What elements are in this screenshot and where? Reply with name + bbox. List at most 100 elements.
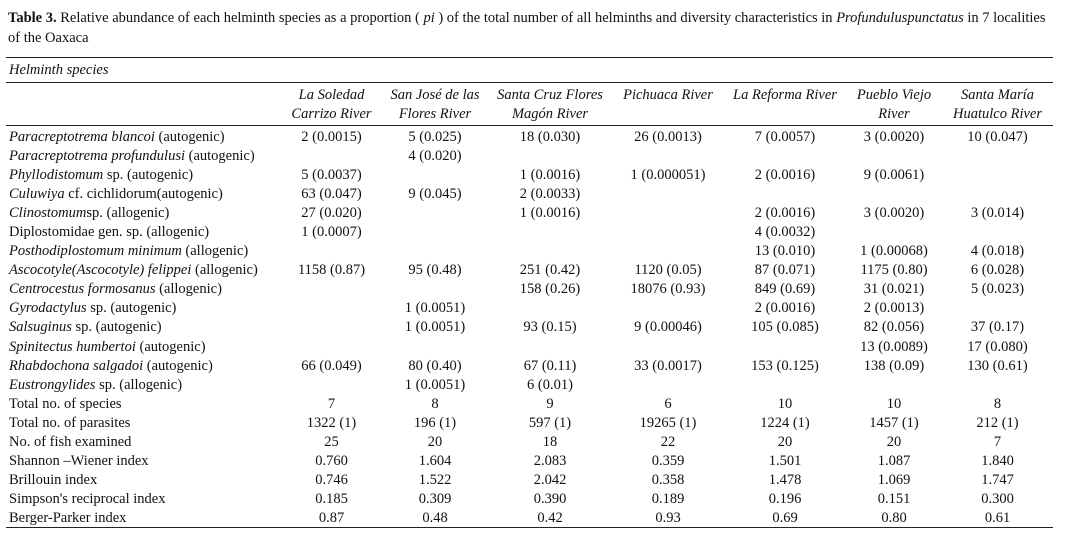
species-name: Ascocotyle(Ascocotyle) felippei [9,262,192,279]
value-cell: 1 (0.0016) [519,167,581,184]
value-cell: 22 [660,433,676,450]
value-cell: 93 (0.15) [523,319,577,336]
species-name: Phyllodistomum [9,167,104,184]
value-cell: 0.185 [315,490,348,507]
value-cell: 0.48 [422,509,448,526]
value-cell [382,166,488,185]
value-cell [281,338,382,357]
value-cell: 196 (1) [413,414,457,431]
table-row: Simpson's reciprocal index 0.185 0.309 0.39… [6,490,1053,509]
table-row: Salsuginus sp. (autogenic) 1 (0.0051) 93 (… [6,318,1053,337]
species-name: Berger-Parker index [9,509,127,526]
species-suffix: sp. (autogenic) [103,167,194,184]
column-header-la-reforma: La Reforma River [724,86,846,105]
value-cell: 1 (0.0051) [404,376,466,393]
value-cell [612,223,724,242]
value-cell [846,185,942,204]
species-name: Diplostomidae gen. sp. (allogenic) [9,224,210,241]
value-cell [488,147,612,166]
value-cell: 8 [431,395,439,412]
value-cell: 1.069 [877,471,911,488]
value-cell: 0.80 [881,509,907,526]
table-row: Posthodiplostomum minimum (allogenic) 13 … [6,242,1053,261]
value-cell: 105 (0.085) [751,319,819,336]
value-cell: 87 (0.071) [754,262,816,279]
value-cell: 0.151 [877,490,911,507]
value-cell: 5 (0.023) [970,281,1025,298]
column-header-line: La Soledad [298,87,365,103]
header-rule [6,125,1053,126]
species-suffix: (allogenic) [155,281,222,298]
species-suffix: (autogenic) [185,148,255,165]
species-name: Simpson's reciprocal index [9,490,166,507]
value-cell: 27 (0.020) [301,205,362,222]
value-cell: 0.358 [651,471,685,488]
species-name: Centrocestus formosanus [9,281,156,298]
value-cell [724,185,846,204]
species-cell: Paracreptotrema profundulusi (autogenic) [6,147,281,166]
value-cell [942,147,1053,166]
value-cell [382,280,488,299]
species-name: Shannon –Wiener index [9,452,149,469]
value-cell [724,376,846,395]
value-cell [488,223,612,242]
helminth-species-header: Helminth species [9,62,109,78]
value-cell: 13 (0.010) [754,243,816,260]
value-cell: 1.478 [768,471,802,488]
value-cell: 1158 (0.87) [297,262,366,279]
value-cell: 20 [886,433,902,450]
caption-text-3: in 7 localities of the Oaxaca [8,10,1046,46]
species-cell: Clinostomumsp. (allogenic) [6,204,281,223]
species-cell: Rhabdochona salgadoi (autogenic) [6,357,281,376]
column-header-pichuaca: Pichuaca River [612,86,724,105]
table-row: Paracreptotrema profundulusi (autogenic)… [6,147,1053,166]
value-cell: 6 (0.028) [970,262,1025,279]
value-cell: 0.359 [651,452,685,469]
species-cell: Posthodiplostomum minimum (allogenic) [6,242,281,261]
table-row: Phyllodistomum sp. (autogenic) 5 (0.0037)… [6,166,1053,185]
species-cell: Total no. of species [6,395,281,414]
value-cell: 6 (0.01) [527,376,573,393]
value-cell: 4 (0.020) [408,148,462,165]
value-cell: 1 (0.0051) [404,319,466,336]
value-cell: 0.309 [418,490,452,507]
value-cell: 1.087 [877,452,911,469]
value-cell: 2 (0.0015) [301,129,362,146]
value-cell: 4 (0.018) [970,243,1025,260]
species-name: Total no. of parasites [9,414,131,431]
table-row: Berger-Parker index 0.87 0.48 0.42 0.93 0.69 0… [6,509,1053,528]
value-cell: 18 (0.030) [519,129,581,146]
value-cell [942,223,1053,242]
column-header-la-soledad: La Soledad Carrizo River [281,86,382,124]
value-cell [846,223,942,242]
value-cell: 0.196 [768,490,802,507]
table-row: Clinostomumsp. (allogenic) 27 (0.020) 1 (0… [6,204,1053,223]
value-cell [281,318,382,337]
value-cell: 0.760 [315,452,348,469]
value-cell: 18076 (0.93) [630,281,706,298]
table-row: No. of fish examined 25 20 18 22 20 20 7 [6,433,1053,452]
value-cell: 0.69 [772,509,798,526]
table-caption: Table 3. Relative abundance of each helm… [8,8,1053,48]
value-cell [382,242,488,261]
table-row: Culuwiya cf. cichlidorum(autogenic) 63 (0… [6,185,1053,204]
value-cell [488,299,612,318]
caption-label: Table 3. [8,10,57,26]
column-header-line: Pueblo Viejo [856,87,932,103]
value-cell: 1322 (1) [306,414,357,431]
species-name: Paracreptotrema profundulusi [9,148,186,165]
value-cell [488,338,612,357]
value-cell: 1.747 [981,471,1014,488]
value-cell: 18 [542,433,558,450]
value-cell: 7 (0.0057) [754,129,816,146]
value-cell: 20 [777,433,793,450]
species-cell: Ascocotyle(Ascocotyle) felippei (allogen… [6,261,281,280]
value-cell: 6 [664,395,672,412]
value-cell: 1224 (1) [760,414,810,431]
value-cell: 1.522 [418,471,452,488]
value-cell: 82 (0.056) [863,319,925,336]
value-cell [612,147,724,166]
value-cell: 1.501 [768,452,802,469]
value-cell: 130 (0.61) [967,357,1028,374]
value-cell: 10 [777,395,793,412]
